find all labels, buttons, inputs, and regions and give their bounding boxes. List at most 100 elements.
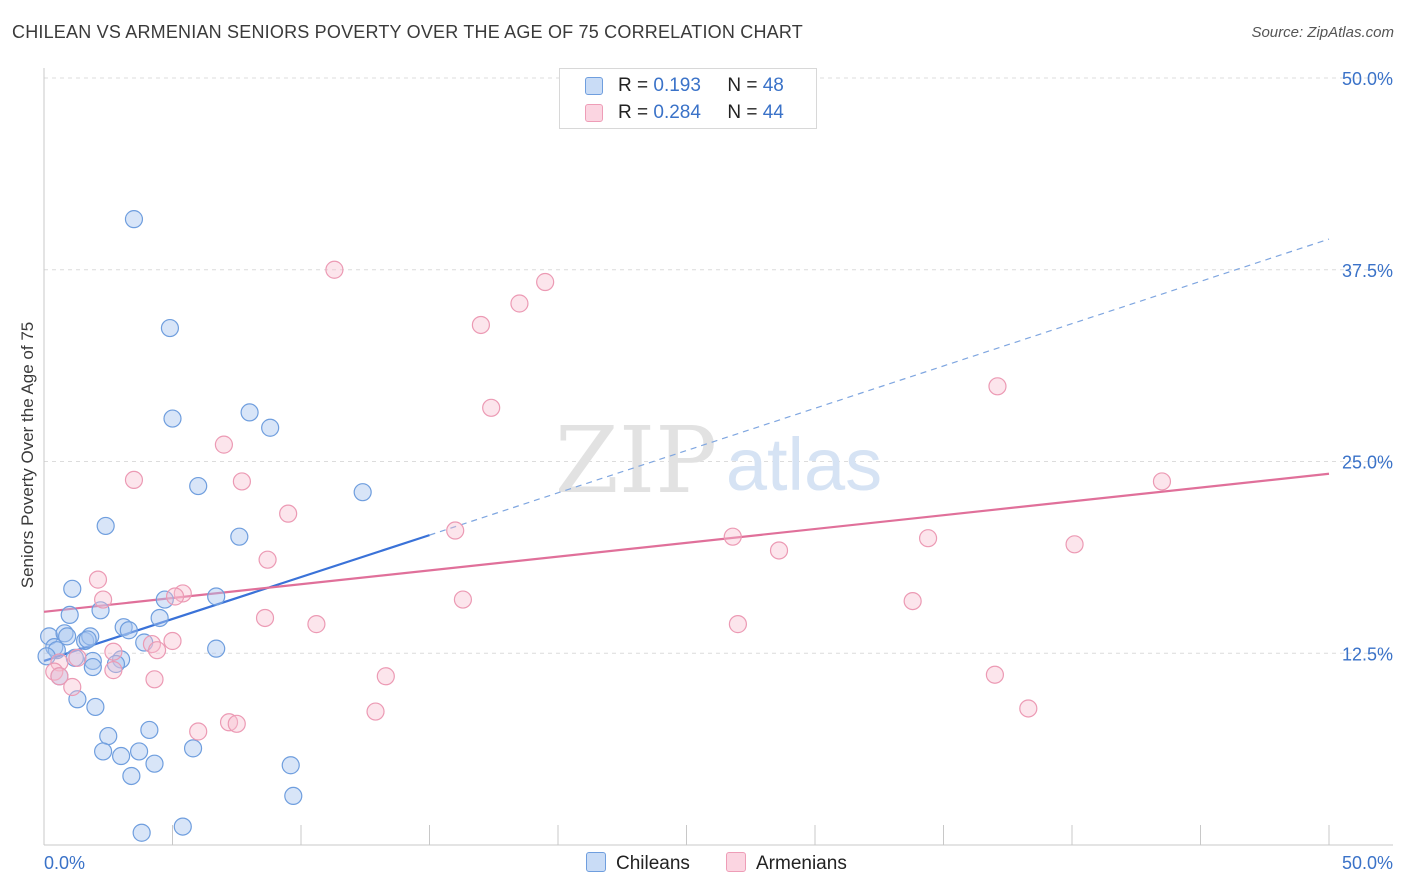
- data-point-chileans: [145, 754, 164, 773]
- data-point-chileans: [96, 516, 115, 536]
- data-point-armenians: [145, 670, 164, 689]
- trend-layer: [43, 238, 1330, 662]
- data-point-chileans: [111, 746, 131, 766]
- data-point-chileans: [173, 817, 192, 836]
- data-point-armenians: [94, 590, 113, 609]
- data-point-chileans: [261, 418, 280, 437]
- watermark-zip: ZIP: [555, 407, 717, 514]
- data-point-chileans: [86, 697, 105, 717]
- data-point-armenians: [723, 527, 742, 546]
- data-point-chileans: [40, 627, 59, 646]
- data-point-armenians: [918, 529, 938, 548]
- bottom-legend-chileans: Chileans: [586, 852, 690, 875]
- data-point-armenians: [68, 648, 87, 667]
- legend-r-value-chileans: 0.193: [653, 75, 701, 96]
- chart-title: CHILEAN VS ARMENIAN SENIORS POVERTY OVER…: [12, 22, 803, 42]
- data-point-armenians: [227, 714, 246, 733]
- data-point-armenians: [985, 665, 1005, 684]
- data-point-chileans: [94, 742, 113, 761]
- data-point-chileans: [207, 639, 226, 658]
- bottom-legend-swatch-armenians: [726, 852, 746, 872]
- data-point-armenians: [1065, 535, 1084, 554]
- data-point-chileans: [240, 403, 259, 422]
- data-point-armenians: [1152, 472, 1172, 491]
- axis-layer: 12.5% 25.0% 37.5% 50.0%: [43, 68, 1393, 846]
- data-point-chileans: [163, 409, 182, 428]
- data-point-chileans: [230, 527, 249, 546]
- trend-line-chileans-extension: [429, 238, 1330, 536]
- data-point-armenians: [147, 641, 167, 660]
- bottom-legend-armenians: Armenians: [726, 852, 847, 875]
- data-point-armenians: [104, 661, 123, 680]
- data-point-armenians: [232, 472, 251, 491]
- y-tick-label: 12.5%: [1342, 644, 1393, 664]
- data-point-chileans: [124, 210, 144, 229]
- data-point-armenians: [219, 713, 239, 732]
- legend-swatch-armenians: [585, 104, 603, 122]
- data-point-chileans: [99, 726, 118, 746]
- data-point-armenians: [536, 272, 555, 292]
- data-point-chileans: [132, 823, 151, 842]
- data-point-chileans: [281, 756, 300, 775]
- data-point-armenians: [446, 521, 465, 540]
- legend-n-label: N =: [727, 75, 758, 96]
- data-point-armenians: [769, 541, 789, 560]
- data-point-armenians: [279, 504, 298, 523]
- data-point-chileans: [189, 476, 208, 496]
- data-point-armenians: [366, 702, 385, 721]
- y-axis-label: Seniors Poverty Over the Age of 75: [18, 322, 37, 588]
- data-point-chileans: [353, 483, 372, 502]
- legend-r-label: R =: [618, 102, 649, 123]
- data-point-chileans: [83, 657, 102, 677]
- data-point-armenians: [376, 667, 395, 686]
- trend-line-chileans: [43, 534, 430, 662]
- data-point-chileans: [150, 608, 169, 628]
- data-point-chileans: [63, 579, 82, 598]
- x-tick-label-min: 0.0%: [44, 853, 85, 873]
- data-point-armenians: [471, 315, 490, 335]
- data-point-armenians: [163, 631, 182, 651]
- data-point-chileans: [83, 651, 102, 671]
- data-point-armenians: [189, 722, 208, 741]
- data-point-chileans: [284, 786, 303, 806]
- data-point-armenians: [88, 570, 108, 589]
- trend-line-armenians: [43, 472, 1330, 613]
- correlation-legend: R = 0.193 N = 48 R = 0.284 N = 44: [559, 68, 817, 129]
- data-point-armenians: [165, 587, 185, 606]
- legend-n-value-armenians: 44: [762, 102, 784, 123]
- data-point-armenians: [482, 398, 501, 417]
- x-tick-label-max: 50.0%: [1342, 853, 1393, 873]
- data-point-chileans: [78, 630, 97, 649]
- data-point-armenians: [1019, 699, 1038, 718]
- data-point-armenians: [510, 294, 529, 313]
- data-point-armenians: [988, 377, 1007, 396]
- legend-swatch-chileans: [585, 77, 603, 95]
- data-point-chileans: [122, 766, 141, 786]
- data-point-chileans: [81, 627, 100, 646]
- data-point-chileans: [119, 621, 138, 640]
- data-point-armenians: [325, 260, 344, 279]
- watermark-atlas: atlas: [726, 423, 882, 506]
- data-point-armenians: [255, 608, 275, 628]
- data-point-chileans: [129, 742, 149, 761]
- bottom-legend-swatch-chileans: [586, 852, 606, 872]
- source-label: Source: ZipAtlas.com: [1251, 24, 1394, 41]
- data-point-chileans: [114, 618, 133, 637]
- y-tick-label: 50.0%: [1342, 69, 1393, 89]
- data-point-armenians: [728, 615, 748, 634]
- data-point-chileans: [207, 587, 226, 606]
- data-point-armenians: [214, 435, 233, 454]
- data-point-armenians: [50, 667, 69, 686]
- data-point-chileans: [155, 590, 174, 609]
- data-point-armenians: [50, 653, 69, 672]
- legend-n-label: N =: [727, 102, 758, 123]
- data-point-armenians: [307, 615, 326, 634]
- data-point-chileans: [140, 720, 159, 740]
- legend-n-value-chileans: 48: [762, 75, 784, 96]
- data-point-armenians: [104, 642, 123, 661]
- bottom-legend-label-armenians: Armenians: [756, 853, 847, 874]
- legend-r-label: R =: [618, 75, 649, 96]
- data-point-armenians: [63, 677, 82, 697]
- y-tick-label: 37.5%: [1342, 261, 1393, 281]
